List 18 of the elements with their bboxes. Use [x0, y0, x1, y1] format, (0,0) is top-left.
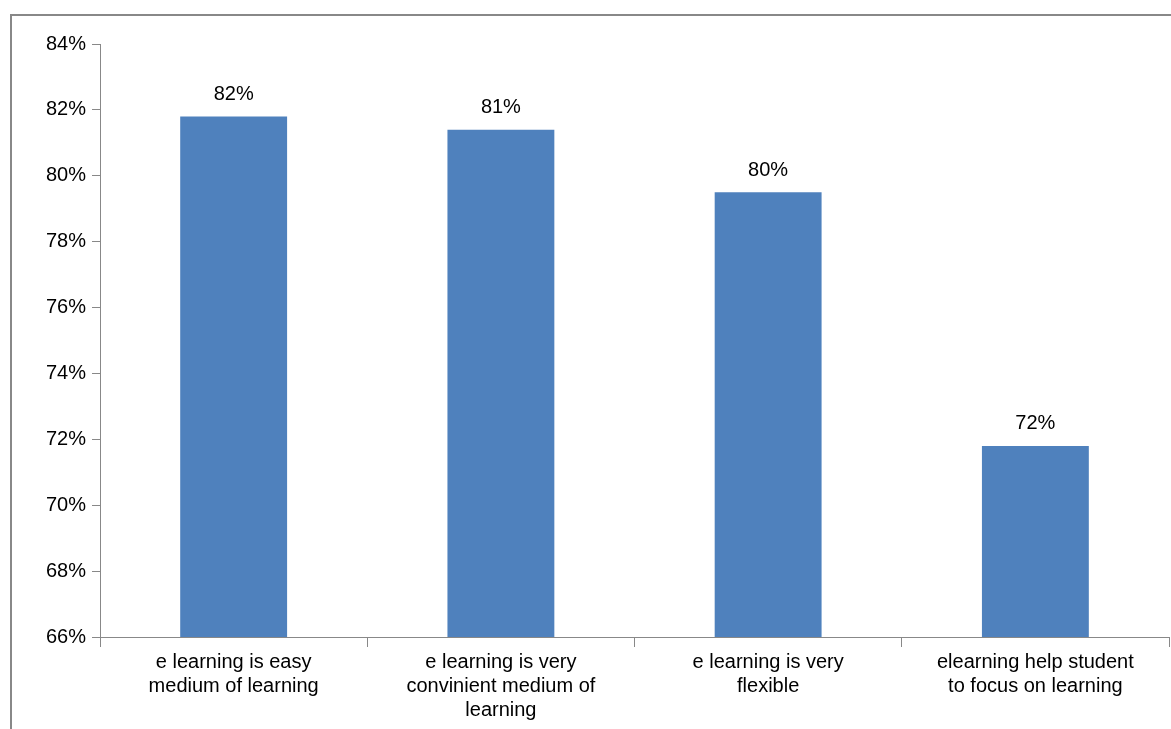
y-tick-label: 80% — [46, 163, 87, 186]
data-label: 81% — [480, 95, 522, 118]
data-label: 72% — [1015, 411, 1056, 434]
y-tick-label: 84% — [46, 31, 87, 54]
y-tick-label: 66% — [46, 624, 87, 647]
y-tick-label: 76% — [46, 295, 87, 318]
y-tick-label: 78% — [46, 229, 87, 252]
y-tick-label: 72% — [46, 426, 87, 449]
x-tick-label: e learning is easy medium of learning — [148, 649, 319, 696]
x-tick-label: e learning is very convinient medium of learning — [406, 649, 596, 720]
y-tick-label: 70% — [46, 492, 87, 515]
x-tick-label: e learning is very flexible — [692, 649, 844, 696]
y-tick-label: 68% — [46, 558, 87, 581]
data-label: 80% — [748, 157, 789, 180]
y-tick-label: 74% — [46, 360, 87, 383]
x-tick-label: elearning help student to focus on learning — [936, 649, 1135, 696]
y-tick-label: 82% — [46, 97, 87, 120]
data-label: 82% — [213, 81, 254, 104]
